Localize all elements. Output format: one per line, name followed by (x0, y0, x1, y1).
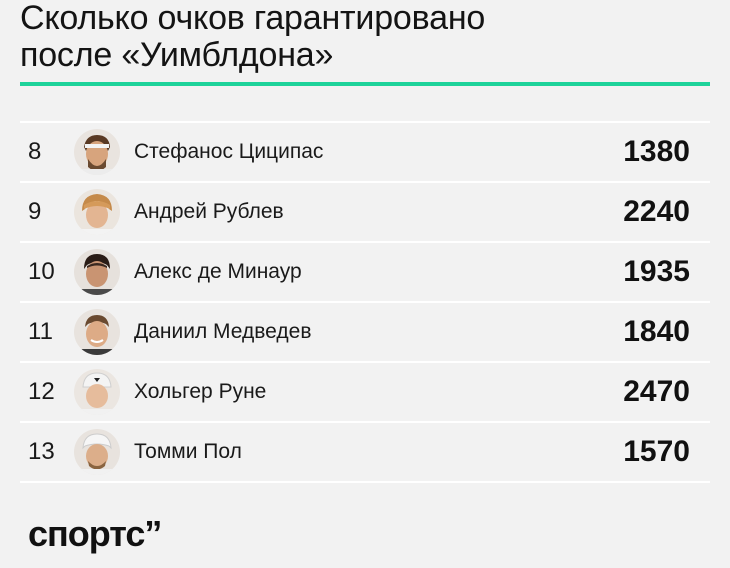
page-title: Сколько очков гарантировано после «Уимбл… (20, 0, 710, 74)
title-line-2: после «Уимблдона» (20, 36, 334, 74)
row-divider (20, 241, 710, 243)
player-name: Алекс де Минаур (134, 260, 302, 283)
row-divider (20, 121, 710, 123)
table-row: 8 Стефанос Циципас 1380 (20, 123, 710, 181)
logo-text: спортс’’ (28, 513, 162, 554)
points-value: 1570 (623, 435, 690, 468)
player-name: Стефанос Циципас (134, 140, 324, 163)
player-avatar (74, 129, 120, 175)
player-name: Андрей Рублев (134, 200, 284, 223)
player-avatar (74, 249, 120, 295)
player-name: Хольгер Руне (134, 380, 267, 403)
table-row: 12 Хольгер Руне 2470 (20, 363, 710, 421)
rank-number: 8 (28, 138, 42, 165)
row-divider (20, 361, 710, 363)
table-row: 13 Томми Пол 1570 (20, 423, 710, 481)
player-avatar (74, 369, 120, 415)
table-row: 9 Андрей Рублев 2240 (20, 183, 710, 241)
sports-logo: спортс’’ (28, 513, 162, 554)
table-row: 11 Даниил Медведев 1840 (20, 303, 710, 361)
points-value: 2470 (623, 375, 690, 408)
table-row: 10 Алекс де Минаур 1935 (20, 243, 710, 301)
rank-number: 11 (28, 318, 53, 345)
player-name: Даниил Медведев (134, 320, 312, 343)
rank-number: 12 (28, 378, 55, 405)
ranking-table: 8 Стефанос Циципас 1380 9 А (20, 121, 710, 483)
player-avatar (74, 309, 120, 355)
player-avatar (74, 429, 120, 475)
row-divider (20, 301, 710, 303)
accent-underline (20, 82, 710, 86)
row-divider (20, 181, 710, 183)
title-line-1: Сколько очков гарантировано (20, 0, 486, 37)
rank-number: 10 (28, 258, 55, 285)
points-value: 2240 (623, 195, 690, 228)
row-divider (20, 421, 710, 423)
rank-number: 9 (28, 198, 42, 225)
points-value: 1935 (623, 255, 690, 288)
points-value: 1840 (623, 315, 690, 348)
points-value: 1380 (623, 135, 690, 168)
player-avatar (74, 189, 120, 235)
row-divider (20, 481, 710, 483)
player-name: Томми Пол (134, 440, 242, 463)
rank-number: 13 (28, 438, 55, 465)
